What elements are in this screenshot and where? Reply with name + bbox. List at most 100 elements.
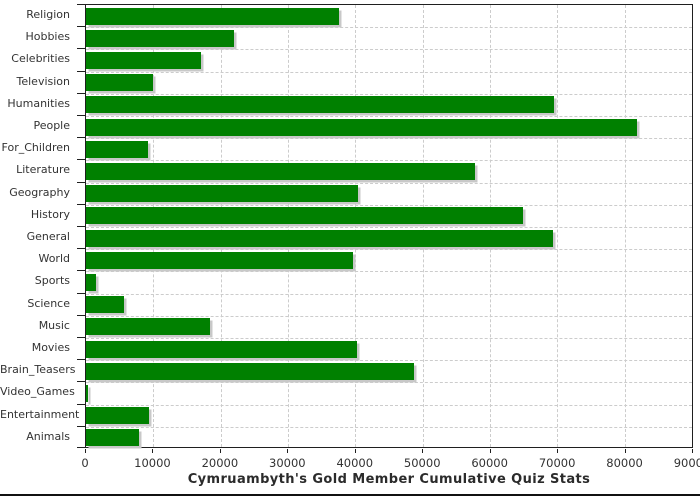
- category-label: Sports: [34, 274, 70, 288]
- vertical-gridline: [355, 5, 357, 447]
- y-tick-mark: [77, 248, 85, 250]
- bar-sports: [86, 273, 96, 291]
- vertical-gridline: [490, 5, 491, 447]
- bottom-border-line: [0, 494, 700, 496]
- horizontal-gridline: [86, 293, 692, 295]
- y-tick-mark: [77, 159, 85, 161]
- horizontal-gridline: [86, 49, 692, 51]
- y-tick-mark: [77, 226, 85, 227]
- category-label: Geography: [9, 185, 70, 199]
- x-tick-mark: [692, 449, 693, 453]
- x-tick-mark: [354, 449, 356, 453]
- y-tick-mark: [77, 337, 85, 338]
- y-tick-mark: [77, 4, 85, 5]
- category-label: Video_Games: [0, 385, 75, 399]
- x-tick-label: 10000: [134, 456, 171, 470]
- horizontal-gridline: [86, 360, 692, 362]
- y-tick-mark: [77, 381, 85, 383]
- y-tick-mark: [77, 270, 85, 272]
- vertical-gridline: [557, 5, 559, 447]
- x-tick-label: 0: [81, 456, 89, 470]
- y-tick-mark: [77, 26, 85, 28]
- x-tick-label: 20000: [201, 456, 239, 470]
- category-label: History: [30, 207, 70, 221]
- vertical-gridline: [288, 5, 289, 447]
- y-tick-mark: [77, 447, 85, 448]
- x-tick-label: 50000: [403, 456, 441, 470]
- horizontal-gridline: [86, 27, 692, 29]
- y-tick-mark: [77, 181, 85, 183]
- bar-music: [86, 318, 210, 336]
- bar-history: [86, 207, 523, 225]
- bar-celebrities: [86, 51, 202, 69]
- bar-video_games: [86, 384, 89, 402]
- y-tick-mark: [77, 48, 85, 50]
- x-tick-mark: [557, 449, 559, 453]
- y-tick-mark: [77, 359, 85, 361]
- horizontal-gridline: [86, 271, 692, 273]
- horizontal-gridline: [86, 382, 692, 384]
- x-tick-mark: [624, 449, 626, 453]
- bar-religion: [86, 7, 339, 25]
- y-axis-ticks: [77, 4, 85, 448]
- horizontal-gridline: [86, 93, 692, 95]
- y-tick-mark: [77, 137, 85, 139]
- horizontal-gridline: [86, 338, 692, 339]
- x-axis-ticks: [85, 449, 693, 453]
- x-tick-label: 40000: [336, 456, 374, 470]
- bar-television: [86, 74, 153, 92]
- x-tick-label: 30000: [269, 456, 306, 470]
- horizontal-gridline: [86, 204, 692, 206]
- category-label: Religion: [26, 8, 70, 21]
- plot-area: [85, 4, 693, 448]
- bar-geography: [86, 185, 359, 203]
- y-tick-mark: [77, 425, 85, 427]
- horizontal-gridline: [86, 116, 692, 117]
- y-tick-mark: [77, 203, 85, 205]
- x-tick-label: 60000: [471, 456, 508, 470]
- y-tick-mark: [77, 403, 85, 405]
- x-tick-mark: [489, 449, 491, 453]
- bar-hobbies: [86, 29, 235, 47]
- horizontal-gridline: [86, 404, 692, 406]
- x-tick-mark: [219, 449, 221, 453]
- horizontal-gridline: [86, 315, 692, 317]
- y-tick-mark: [77, 92, 85, 94]
- bar-humanities: [86, 96, 554, 114]
- horizontal-gridline: [86, 160, 692, 162]
- category-label: Entertainment: [0, 407, 80, 421]
- category-label: Celebrities: [11, 52, 70, 66]
- bar-science: [86, 296, 125, 314]
- bar-movies: [86, 340, 358, 358]
- horizontal-gridline: [86, 426, 692, 428]
- bar-literature: [86, 162, 476, 180]
- bar-world: [86, 251, 354, 269]
- bar-general: [86, 229, 554, 247]
- y-tick-mark: [77, 115, 85, 116]
- y-tick-mark: [77, 292, 85, 294]
- x-tick-mark: [287, 449, 289, 453]
- y-tick-mark: [77, 314, 85, 316]
- x-tick-mark: [422, 449, 424, 453]
- vertical-gridline: [422, 5, 424, 447]
- vertical-gridline: [624, 5, 626, 447]
- category-label: World: [38, 252, 70, 266]
- category-label: Science: [27, 296, 70, 310]
- category-label: Hobbies: [25, 30, 70, 44]
- horizontal-gridline: [86, 249, 692, 251]
- bar-entertainment: [86, 407, 150, 425]
- x-tick-label: 90000: [673, 456, 700, 470]
- category-label: Brain_Teasers: [0, 363, 76, 377]
- vertical-gridline: [220, 5, 222, 447]
- vertical-gridline: [153, 5, 155, 447]
- category-label: Movies: [31, 341, 70, 354]
- bar-brain_teasers: [86, 362, 414, 380]
- horizontal-gridline: [86, 138, 692, 140]
- x-tick-mark: [85, 449, 86, 453]
- category-label: For_Children: [1, 141, 70, 155]
- category-label: Music: [38, 318, 70, 332]
- category-label: Television: [16, 74, 71, 88]
- bar-people: [86, 118, 638, 136]
- category-label: Animals: [26, 429, 70, 443]
